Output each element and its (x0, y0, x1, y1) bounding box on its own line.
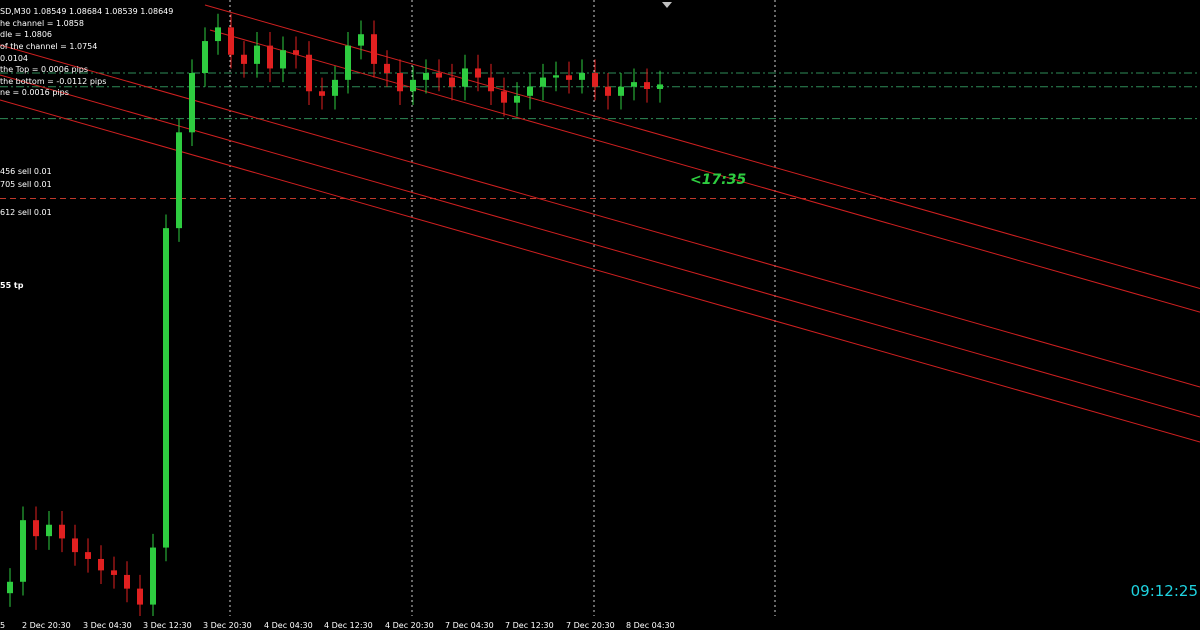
candle-body (7, 581, 13, 594)
distance-bottom-stat: the bottom = -0.0112 pips (0, 77, 107, 86)
time-tick-label: 4 Dec 20:30 (385, 621, 434, 630)
candle-body (501, 91, 507, 103)
candle-body (371, 34, 377, 64)
candle-body (397, 73, 403, 92)
candle-body (332, 79, 338, 96)
time-tick-label: 7 Dec 20:30 (566, 621, 615, 630)
time-tick-label: 5 (0, 621, 6, 630)
candle-body (98, 558, 104, 571)
time-tick-label: 7 Dec 12:30 (505, 621, 554, 630)
candle-body (176, 132, 182, 229)
time-tick-label: 3 Dec 04:30 (83, 621, 132, 630)
candle-body (306, 54, 312, 92)
candle-body (254, 45, 260, 64)
candle-body (215, 27, 221, 42)
candle-body (241, 54, 247, 64)
chart-shift-marker-icon[interactable] (662, 2, 672, 8)
order-label-sell-2[interactable]: 705 sell 0.01 (0, 180, 52, 189)
candle-body (319, 91, 325, 96)
candle-body (410, 79, 416, 92)
distance-line-stat: ne = 0.0016 pips (0, 88, 69, 97)
candle-body (514, 95, 520, 103)
channel-middle-line (0, 44, 1200, 388)
candle-body (33, 520, 39, 537)
candle-body (488, 77, 494, 92)
candle-body (644, 82, 650, 89)
channel-bottom-line (0, 99, 1200, 443)
price-chart[interactable]: SD,M30 1.08549 1.08684 1.08539 1.08649 h… (0, 0, 1200, 616)
candle-body (540, 77, 546, 87)
chart-canvas[interactable] (0, 0, 1200, 616)
candle-body (449, 77, 455, 87)
candle-body (618, 86, 624, 96)
candle-body (423, 73, 429, 80)
candle-body (631, 82, 637, 87)
order-label-tp[interactable]: 55 tp (0, 281, 24, 290)
candle-body (605, 86, 611, 96)
candle-body (202, 41, 208, 74)
candle-body (657, 84, 663, 89)
channel-width-stat: 0.0104 (0, 54, 28, 63)
candle-body (579, 73, 585, 80)
candle-body (20, 520, 26, 582)
channel-top-line (204, 4, 1200, 290)
time-tick-label: 4 Dec 12:30 (324, 621, 373, 630)
candle-body (280, 50, 286, 69)
time-tick-label: 3 Dec 12:30 (143, 621, 192, 630)
candle-body (111, 570, 117, 575)
time-axis: 5 2 Dec 20:30 3 Dec 04:30 3 Dec 12:30 3 … (0, 616, 1200, 630)
candle-body (137, 588, 143, 605)
time-tick-label: 4 Dec 04:30 (264, 621, 313, 630)
server-clock: 09:12:25 (1130, 582, 1198, 600)
candle-body (189, 73, 195, 133)
bar-countdown-label: <17:35 (690, 172, 747, 188)
candle-body (436, 73, 442, 78)
channel-top-stat: he channel = 1.0858 (0, 19, 84, 28)
candle-body (527, 86, 533, 96)
channel-middle-stat: dle = 1.0806 (0, 30, 53, 39)
candle-body (163, 228, 169, 548)
symbol-ohlc-line: SD,M30 1.08549 1.08684 1.08539 1.08649 (0, 7, 174, 16)
candle-body (267, 45, 273, 69)
candle-body (592, 73, 598, 87)
candle-body (345, 45, 351, 80)
channel-bottom-stat: of the channel = 1.0754 (0, 42, 98, 51)
time-tick-label: 8 Dec 04:30 (626, 621, 675, 630)
candle-body (475, 68, 481, 78)
candle-body (553, 75, 559, 78)
candle-body (59, 524, 65, 539)
time-tick-label: 7 Dec 04:30 (445, 621, 494, 630)
candle-body (72, 538, 78, 553)
candle-body (46, 524, 52, 537)
candle-body (566, 75, 572, 80)
channel-upper-line (209, 29, 1200, 313)
candle-body (228, 27, 234, 55)
order-label-sell-1[interactable]: 456 sell 0.01 (0, 167, 52, 176)
candle-body (85, 552, 91, 559)
candle-body (358, 34, 364, 46)
time-tick-label: 2 Dec 20:30 (22, 621, 71, 630)
distance-top-stat: the Top = 0.0006 pips (0, 65, 89, 74)
candle-body (462, 68, 468, 87)
candle-body (150, 547, 156, 605)
candle-body (124, 574, 130, 589)
candle-body (384, 63, 390, 74)
time-tick-label: 3 Dec 20:30 (203, 621, 252, 630)
candle-body (293, 50, 299, 55)
channel-lower-line (0, 74, 1200, 418)
order-label-sell-3[interactable]: 612 sell 0.01 (0, 208, 52, 217)
